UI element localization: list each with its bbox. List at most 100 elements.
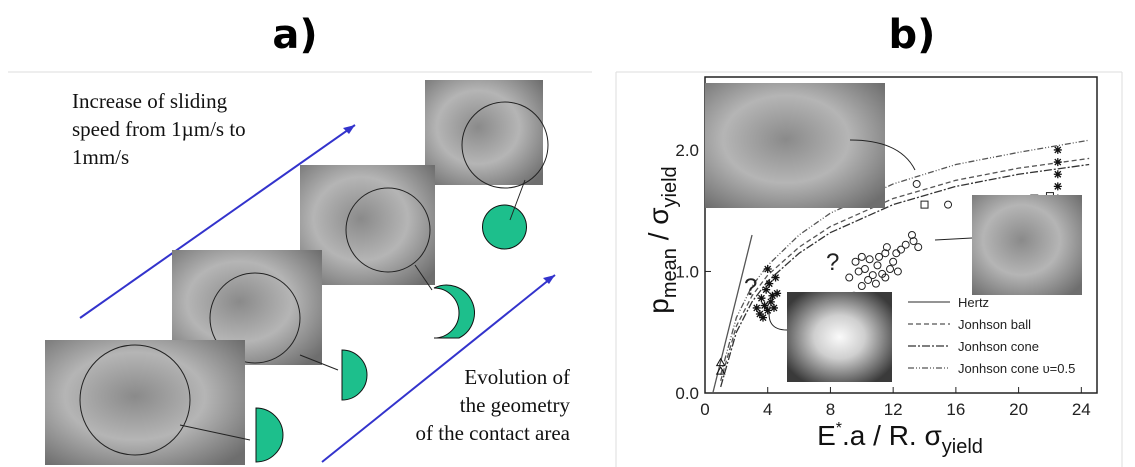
data-point [1053, 182, 1062, 191]
contact-shape [433, 284, 475, 339]
fit-line [712, 234, 753, 394]
pointer [414, 264, 433, 291]
x-tick-label: 8 [826, 400, 835, 419]
legend-label: Jonhson cone υ=0.5 [958, 361, 1075, 376]
caption-line: Increase of sliding [72, 89, 228, 113]
contact-shape [341, 349, 368, 401]
fit-line [720, 157, 1090, 382]
caption-line: speed from 1µm/s to [72, 117, 246, 141]
data-point [868, 271, 877, 280]
data-point [759, 313, 768, 322]
data-point [873, 261, 882, 270]
data-point [944, 200, 953, 209]
x-tick-label: 0 [700, 400, 709, 419]
data-point [768, 291, 777, 300]
data-point [875, 252, 884, 261]
pointer [179, 424, 251, 441]
contact-shape [482, 204, 527, 250]
photo [787, 292, 892, 382]
data-point [914, 243, 923, 252]
data-point [1053, 158, 1062, 167]
y-axis-label: pmean / σyield [643, 166, 681, 313]
data-point [889, 257, 898, 266]
label-part: p [643, 298, 674, 314]
caption-line: the geometry [460, 393, 571, 417]
pointer [299, 354, 339, 371]
x-tick-label: 20 [1009, 400, 1028, 419]
data-point [715, 357, 726, 367]
photo [300, 165, 435, 285]
data-point [763, 306, 772, 315]
data-point [851, 257, 860, 266]
caption-line: 1mm/s [72, 145, 129, 169]
data-point [715, 366, 726, 375]
data-point [763, 265, 772, 274]
label-part: / σ [643, 207, 674, 248]
data-point [757, 294, 766, 303]
photo [425, 80, 543, 185]
x-tick-label: 4 [763, 400, 772, 419]
data-point [755, 310, 764, 318]
x-tick-label: 16 [946, 400, 965, 419]
arrow-head [543, 275, 555, 284]
fit-line [720, 139, 1090, 375]
data-point [882, 243, 891, 252]
data-point [860, 265, 869, 274]
label-part: .a / R. σ [842, 420, 942, 451]
label-part: * [836, 420, 842, 437]
photo [705, 83, 885, 208]
data-point [765, 279, 774, 288]
label-part: E [817, 420, 836, 451]
plot-frame [704, 76, 1098, 394]
data-point [907, 231, 916, 239]
photo [972, 195, 1082, 295]
data-point [769, 303, 778, 312]
pointer [849, 139, 916, 171]
arrow [321, 274, 556, 463]
data-point [897, 245, 905, 254]
label-part: yield [942, 436, 983, 458]
data-point [1053, 145, 1062, 154]
data-point [871, 279, 880, 288]
panel-label: b) [889, 12, 936, 58]
y-tick-label: 2.0 [675, 141, 699, 160]
panel-label: a) [272, 12, 317, 58]
y-tick-label: 1.0 [675, 262, 699, 281]
data-point [760, 301, 769, 310]
pointer [934, 237, 973, 241]
arrow-head [343, 125, 355, 134]
data-point [881, 249, 890, 258]
data-point [857, 252, 866, 261]
y-tick-label: 0.0 [675, 384, 699, 403]
data-point [893, 267, 902, 276]
contact-shape [255, 407, 284, 463]
data-point [752, 303, 761, 312]
data-point [901, 240, 910, 249]
contact-circle [79, 344, 191, 456]
data-point [886, 265, 895, 274]
label-part: mean [659, 248, 681, 298]
x-axis-label: E*.a / R. σyield [817, 420, 983, 458]
caption-line: of the contact area [416, 421, 571, 445]
data-point [773, 289, 782, 298]
annotation: ? [744, 274, 757, 301]
legend-label: Jonhson cone [958, 339, 1039, 354]
legend-label: Jonhson ball [958, 317, 1031, 332]
plot: 0 4 8 12 16 20 24 0.0 1.0 2.0 [675, 139, 1091, 419]
legend-label: Hertz [958, 295, 989, 310]
data-point [1053, 170, 1062, 179]
data-point [845, 273, 854, 282]
x-tick-label: 12 [884, 400, 903, 419]
contact-circle [461, 101, 549, 189]
label-part: yield [659, 166, 681, 207]
pointer [768, 305, 788, 331]
data-point [766, 297, 775, 306]
data-point [865, 255, 874, 264]
data-point [857, 282, 866, 291]
contact-circle [209, 272, 301, 364]
data-point [771, 273, 780, 282]
pointer [509, 179, 526, 221]
data-point [912, 179, 921, 188]
fit-line [720, 163, 1090, 388]
